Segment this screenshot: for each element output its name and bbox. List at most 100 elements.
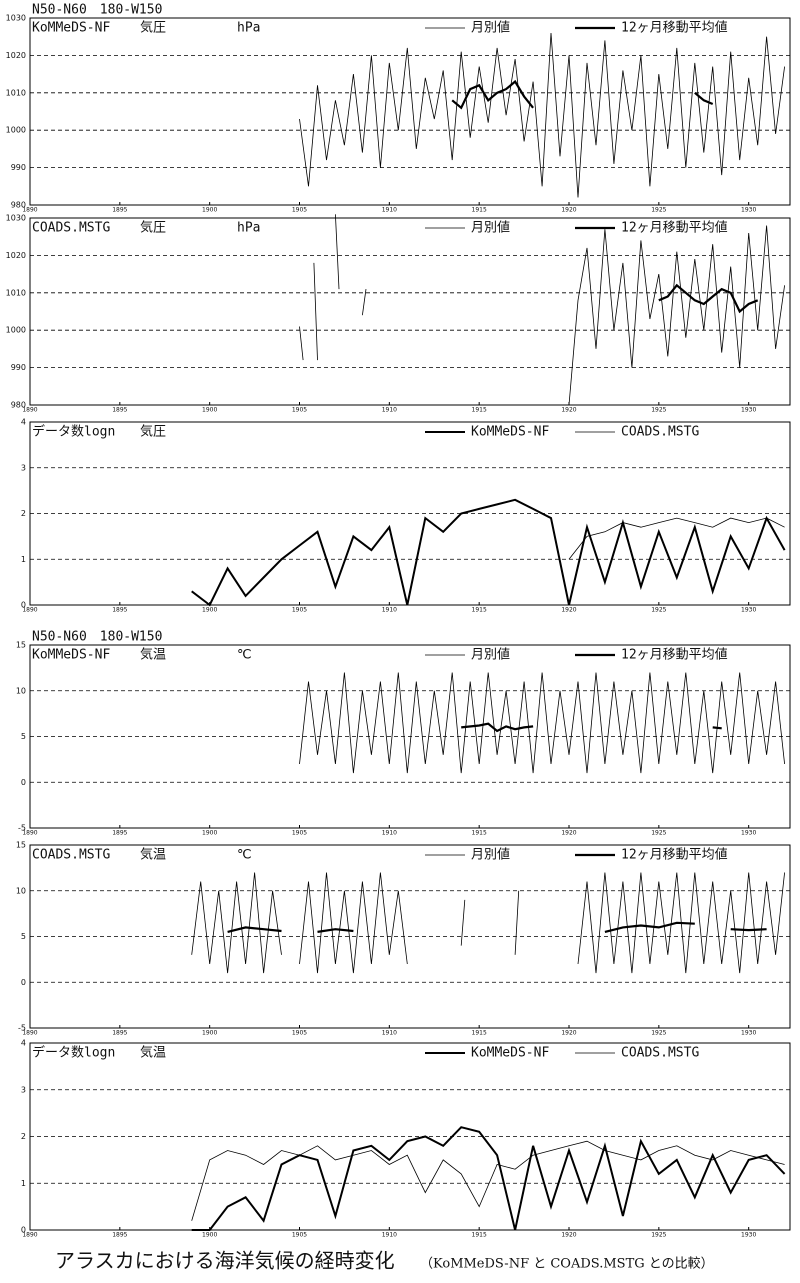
x-tick-label: 1930 [741, 407, 756, 414]
data-line [451, 79, 714, 110]
data-line [299, 214, 785, 406]
x-tick-label: 1920 [561, 1030, 576, 1037]
x-tick-label: 1915 [472, 607, 487, 614]
data-line [299, 672, 785, 774]
x-tick-label: 1930 [741, 207, 756, 214]
chart-title: COADS.MSTG [32, 848, 110, 863]
x-tick-label: 1925 [651, 830, 666, 837]
x-tick-label: 1900 [202, 607, 217, 614]
y-tick-label: 1 [21, 555, 26, 564]
x-tick-label: 1905 [292, 207, 307, 214]
y-tick-label: 1010 [6, 88, 26, 97]
y-tick-label: 1000 [6, 126, 26, 135]
y-tick-label: 15 [16, 641, 26, 650]
x-tick-label: 1895 [112, 1232, 127, 1239]
x-tick-label: 1905 [292, 607, 307, 614]
x-tick-label: 1925 [651, 607, 666, 614]
x-tick-label: 1930 [741, 1232, 756, 1239]
y-tick-label: 0 [21, 978, 26, 987]
x-tick-label: 1925 [651, 407, 666, 414]
x-tick-label: 1900 [202, 830, 217, 837]
x-tick-label: 1895 [112, 207, 127, 214]
x-tick-label: 1920 [561, 407, 576, 414]
x-tick-label: 1915 [472, 1030, 487, 1037]
y-tick-label: 4 [21, 1039, 26, 1048]
x-tick-label: 1930 [741, 1030, 756, 1037]
data-line [658, 283, 759, 314]
x-tick-label: 1910 [382, 407, 397, 414]
x-tick-label: 1890 [22, 207, 37, 214]
region-label: N50-N60 180-W150 [32, 630, 162, 645]
y-tick-label: 15 [16, 841, 26, 850]
y-tick-label: 5 [21, 932, 26, 941]
x-tick-label: 1920 [561, 607, 576, 614]
x-tick-label: 1900 [202, 207, 217, 214]
x-tick-label: 1895 [112, 407, 127, 414]
y-tick-label: -5 [18, 824, 26, 833]
data-line [299, 32, 785, 198]
x-tick-label: 1915 [472, 1232, 487, 1239]
x-tick-label: 1890 [22, 1030, 37, 1037]
x-tick-label: 1905 [292, 830, 307, 837]
data-line [227, 921, 767, 933]
x-tick-label: 1925 [651, 1030, 666, 1037]
unit-label: ℃ [237, 848, 252, 863]
variable-label: 気圧 [140, 20, 166, 36]
x-tick-label: 1920 [561, 830, 576, 837]
x-tick-label: 1920 [561, 207, 576, 214]
y-tick-label: 980 [11, 201, 26, 210]
legend-label: 月別値 [471, 847, 510, 863]
y-tick-label: 1030 [6, 14, 26, 23]
x-tick-label: 1890 [22, 1232, 37, 1239]
x-tick-label: 1925 [651, 1232, 666, 1239]
x-tick-label: 1900 [202, 1232, 217, 1239]
x-tick-label: 1910 [382, 1232, 397, 1239]
x-tick-label: 1915 [472, 407, 487, 414]
unit-label: hPa [237, 21, 260, 36]
legend-label: 12ヶ月移動平均値 [621, 20, 728, 36]
chart-title: KoMMeDS-NF [32, 648, 110, 663]
x-tick-label: 1930 [741, 607, 756, 614]
y-tick-label: 4 [21, 418, 26, 427]
variable-label: 気圧 [140, 424, 166, 440]
x-tick-label: 1905 [292, 407, 307, 414]
x-tick-label: 1905 [292, 1030, 307, 1037]
y-tick-label: -5 [18, 1024, 26, 1033]
y-tick-label: 1030 [6, 214, 26, 223]
chart-title: COADS.MSTG [32, 221, 110, 236]
y-tick-label: 1020 [6, 251, 26, 260]
variable-label: 気圧 [140, 220, 166, 236]
x-tick-label: 1910 [382, 1030, 397, 1037]
chart-title: データ数logn [32, 424, 115, 440]
legend-label: 月別値 [471, 647, 510, 663]
y-tick-label: 0 [21, 778, 26, 787]
y-tick-label: 1 [21, 1179, 26, 1188]
unit-label: hPa [237, 221, 260, 236]
y-tick-label: 1020 [6, 51, 26, 60]
x-tick-label: 1890 [22, 407, 37, 414]
x-tick-label: 1910 [382, 207, 397, 214]
legend-label: COADS.MSTG [621, 1046, 699, 1061]
data-line [191, 1126, 786, 1231]
x-tick-label: 1915 [472, 830, 487, 837]
plot-frame [29, 217, 791, 406]
x-tick-label: 1895 [112, 1030, 127, 1037]
unit-label: ℃ [237, 648, 252, 663]
x-tick-label: 1915 [472, 207, 487, 214]
plot-frame [29, 17, 791, 206]
y-tick-label: 990 [11, 163, 26, 172]
x-tick-label: 1895 [112, 607, 127, 614]
y-tick-label: 980 [11, 401, 26, 410]
y-tick-label: 5 [21, 732, 26, 741]
y-tick-label: 0 [21, 1226, 26, 1235]
region-label: N50-N60 180-W150 [32, 3, 162, 18]
caption-note: （KoMMeDS-NF と COADS.MSTG との比較） [420, 1257, 714, 1272]
legend-label: 12ヶ月移動平均値 [621, 847, 728, 863]
y-tick-label: 10 [16, 686, 26, 695]
data-line [568, 517, 785, 560]
x-tick-label: 1910 [382, 607, 397, 614]
x-tick-label: 1890 [22, 607, 37, 614]
x-tick-label: 1910 [382, 830, 397, 837]
legend-label: KoMMeDS-NF [471, 425, 549, 440]
